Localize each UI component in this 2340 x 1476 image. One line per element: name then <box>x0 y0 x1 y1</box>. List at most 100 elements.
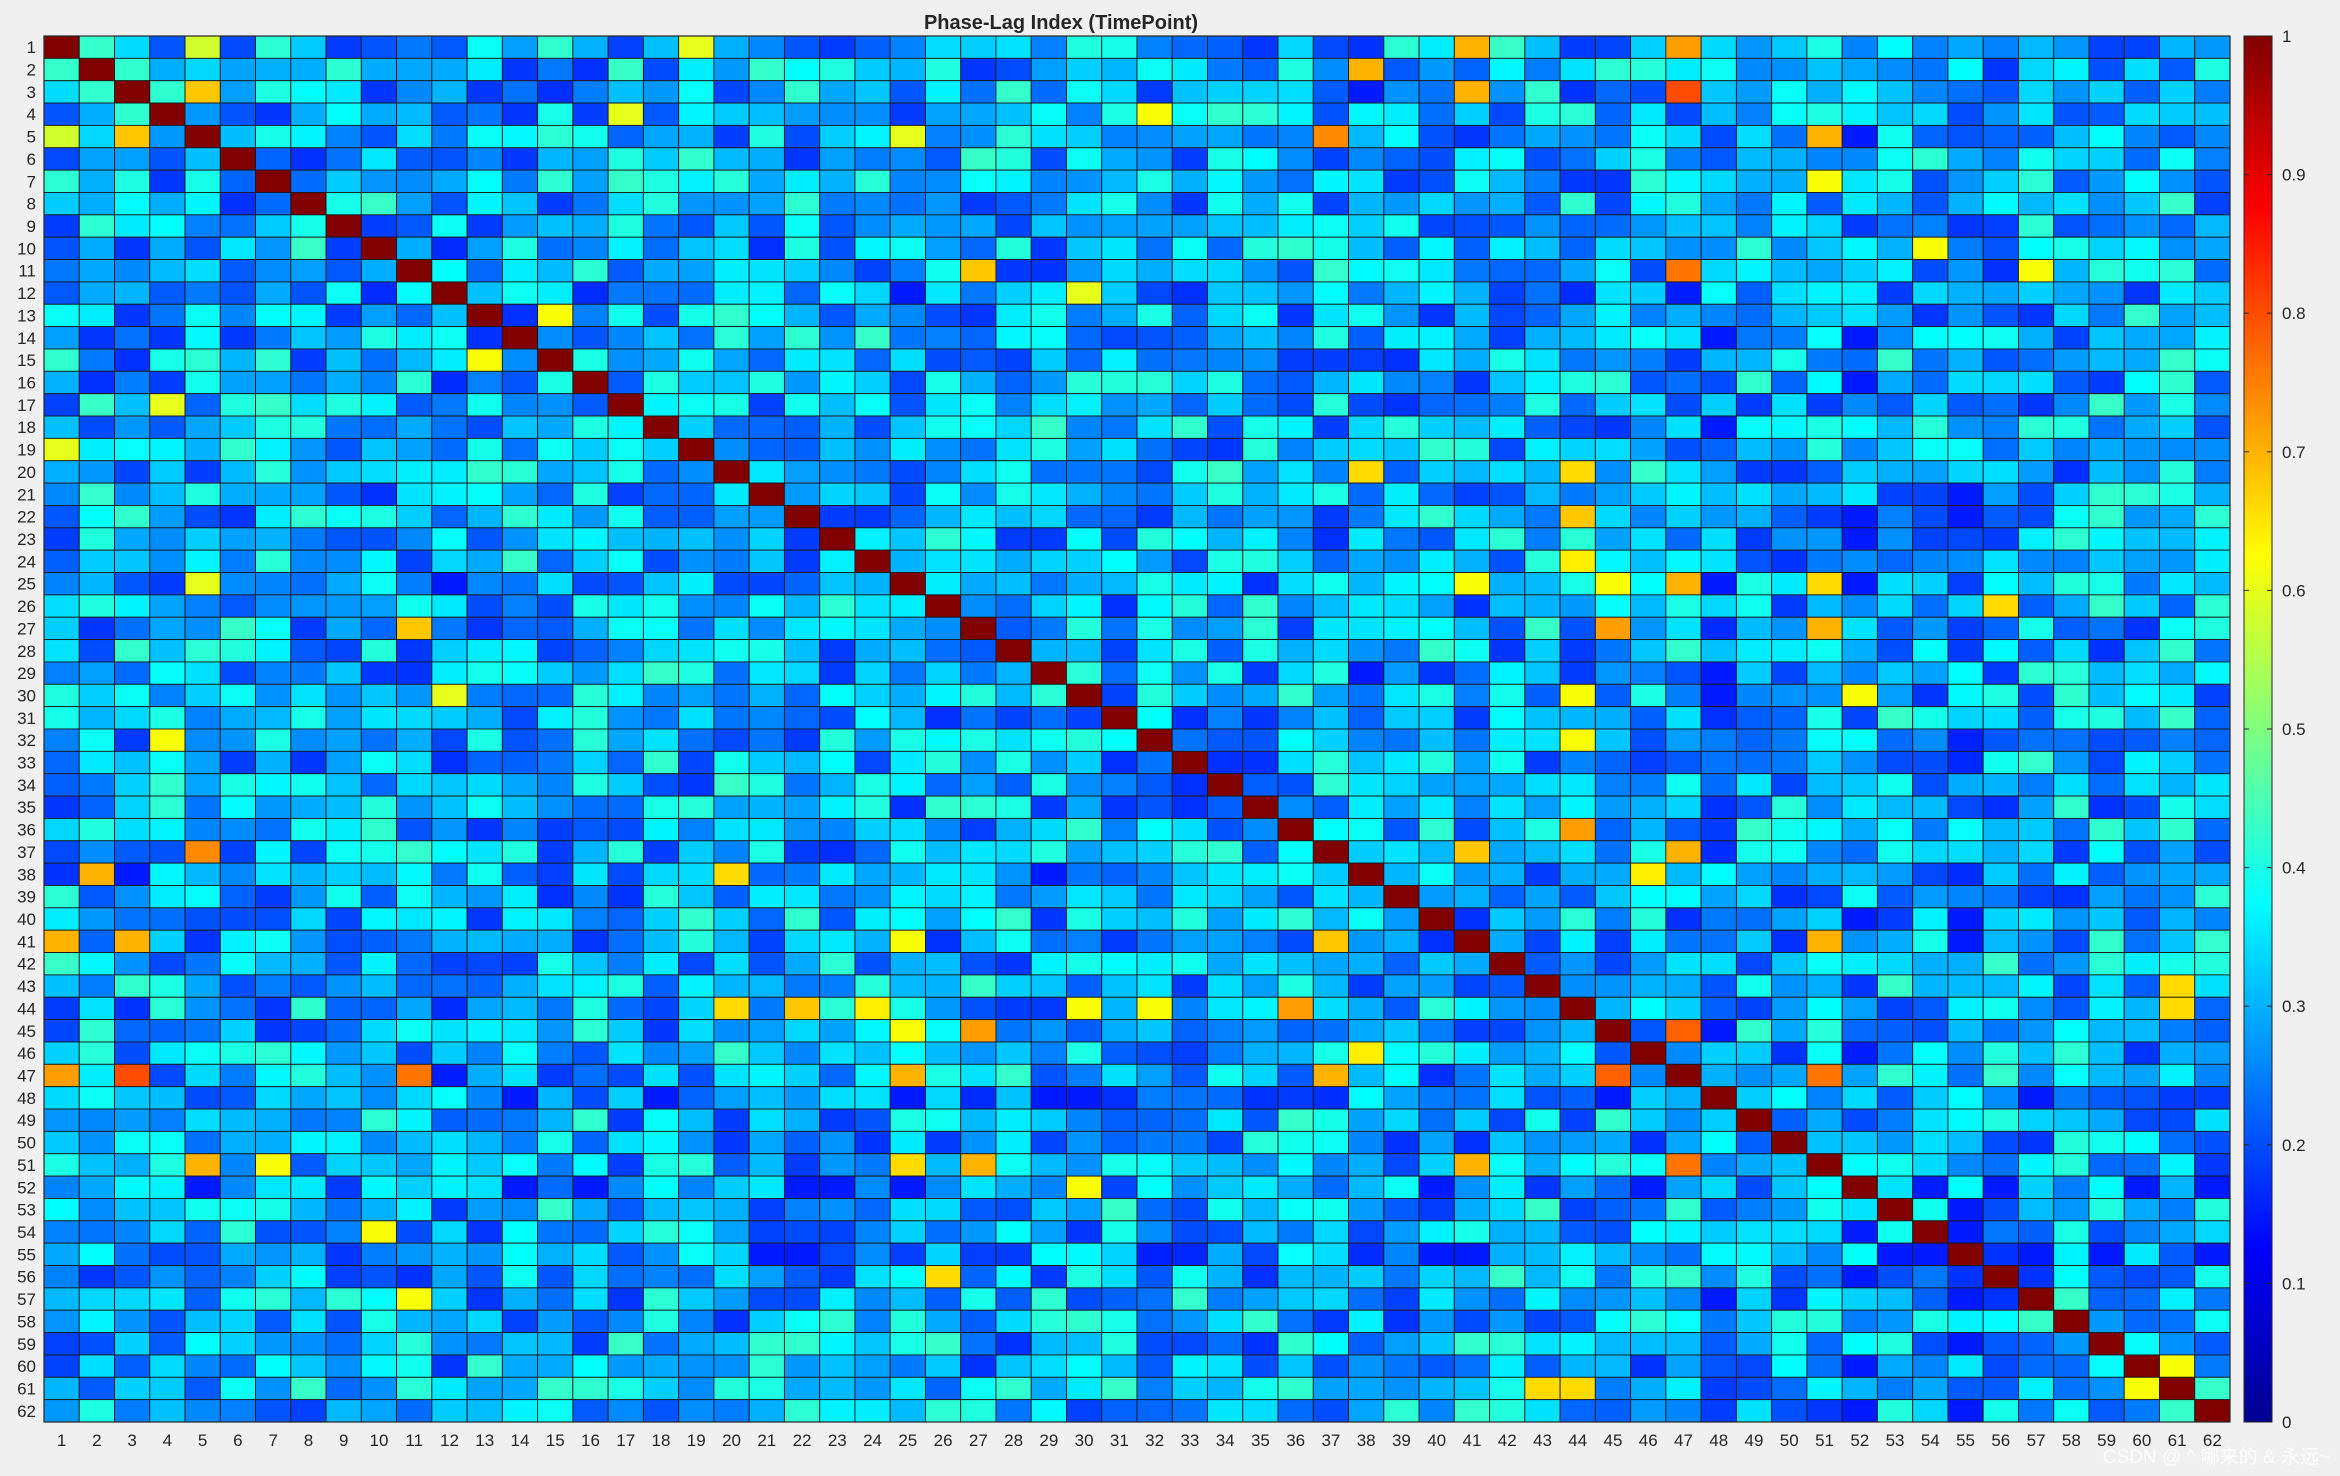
heatmap-cell-42-18 <box>642 952 680 976</box>
heatmap-cell-61-3 <box>114 1376 151 1401</box>
heatmap-cell-55-19 <box>678 1242 715 1266</box>
heatmap-cell-1-23 <box>819 35 856 59</box>
heatmap-cell-28-29 <box>1030 639 1067 663</box>
heatmap-cell-54-38 <box>1348 1220 1385 1244</box>
heatmap-cell-20-9 <box>325 460 362 484</box>
heatmap-cell-40-47 <box>1665 907 1702 931</box>
heatmap-cell-48-24 <box>854 1086 891 1110</box>
x-tick-label: 14 <box>511 1431 530 1450</box>
heatmap-cell-60-12 <box>431 1354 468 1378</box>
heatmap-cell-30-25 <box>889 683 926 708</box>
heatmap-cell-23-16 <box>572 527 609 551</box>
heatmap-cell-61-8 <box>290 1376 327 1401</box>
heatmap-cell-44-1 <box>43 996 80 1021</box>
heatmap-cell-40-43 <box>1524 907 1561 931</box>
heatmap-cell-48-27 <box>960 1086 997 1110</box>
heatmap-cell-20-17 <box>607 460 644 484</box>
heatmap-cell-1-49 <box>1735 35 1773 59</box>
heatmap-cell-46-17 <box>607 1041 644 1065</box>
heatmap-cell-62-14 <box>501 1399 539 1423</box>
heatmap-cell-5-48 <box>1700 124 1737 149</box>
heatmap-cell-32-8 <box>290 728 327 752</box>
heatmap-cell-8-12 <box>431 192 468 216</box>
heatmap-cell-61-25 <box>889 1376 926 1401</box>
heatmap-cell-49-40 <box>1418 1108 1455 1132</box>
heatmap-cell-32-51 <box>1806 728 1843 752</box>
heatmap-cell-20-44 <box>1559 460 1596 484</box>
heatmap-cell-53-18 <box>642 1197 680 1222</box>
heatmap-cell-11-52 <box>1841 259 1878 283</box>
heatmap-cell-41-38 <box>1348 929 1385 953</box>
heatmap-cell-29-8 <box>290 661 327 685</box>
heatmap-cell-41-23 <box>819 929 856 953</box>
heatmap-cells <box>43 35 2231 1423</box>
heatmap-cell-34-41 <box>1453 773 1491 797</box>
heatmap-cell-22-14 <box>501 505 539 529</box>
heatmap-cell-35-21 <box>748 795 785 819</box>
heatmap-cell-43-25 <box>889 974 926 998</box>
x-tick-label: 47 <box>1674 1431 1693 1450</box>
heatmap-cell-56-29 <box>1030 1265 1067 1289</box>
heatmap-cell-3-6 <box>219 80 256 104</box>
heatmap-cell-58-29 <box>1030 1309 1067 1334</box>
heatmap-cell-21-47 <box>1665 482 1702 506</box>
heatmap-cell-51-35 <box>1242 1153 1279 1177</box>
heatmap-cell-60-54 <box>1912 1354 1949 1378</box>
heatmap-cell-20-41 <box>1453 460 1491 484</box>
heatmap-cell-27-5 <box>184 616 221 641</box>
heatmap-cell-34-20 <box>713 773 750 797</box>
heatmap-cell-26-52 <box>1841 594 1878 618</box>
heatmap-cell-47-43 <box>1524 1063 1561 1088</box>
heatmap-cell-18-36 <box>1277 415 1314 439</box>
heatmap-cell-61-23 <box>819 1376 856 1401</box>
heatmap-cell-5-44 <box>1559 124 1596 149</box>
heatmap-cell-29-21 <box>748 661 785 685</box>
heatmap-cell-42-11 <box>396 952 433 976</box>
heatmap-cell-37-1 <box>43 840 80 864</box>
heatmap-cell-32-22 <box>783 728 821 752</box>
heatmap-cell-24-34 <box>1207 549 1244 573</box>
heatmap-cell-29-40 <box>1418 661 1455 685</box>
heatmap-cell-3-53 <box>1876 80 1914 104</box>
heatmap-cell-41-58 <box>2053 929 2090 953</box>
heatmap-cell-57-37 <box>1312 1287 1350 1311</box>
heatmap-cell-18-42 <box>1489 415 1526 439</box>
heatmap-cell-55-22 <box>783 1242 821 1266</box>
heatmap-cell-25-50 <box>1771 572 1808 596</box>
heatmap-cell-10-23 <box>819 236 856 260</box>
heatmap-cell-4-26 <box>925 102 962 126</box>
heatmap-cell-56-18 <box>642 1265 680 1289</box>
heatmap-cell-43-7 <box>255 974 292 998</box>
heatmap-cell-49-25 <box>889 1108 926 1132</box>
heatmap-cell-39-26 <box>925 885 962 909</box>
heatmap-cell-39-3 <box>114 885 151 909</box>
heatmap-cell-22-40 <box>1418 505 1455 529</box>
heatmap-cell-1-6 <box>219 35 256 59</box>
heatmap-cell-10-14 <box>501 236 539 260</box>
heatmap-cell-49-48 <box>1700 1108 1737 1132</box>
heatmap-cell-54-6 <box>219 1220 256 1244</box>
heatmap-cell-23-26 <box>925 527 962 551</box>
heatmap-cell-33-57 <box>2017 750 2055 775</box>
heatmap-cell-6-51 <box>1806 147 1843 171</box>
heatmap-cell-44-62 <box>2194 996 2231 1021</box>
heatmap-cell-12-15 <box>537 281 574 305</box>
heatmap-cell-51-6 <box>219 1153 256 1177</box>
heatmap-cell-28-37 <box>1312 639 1350 663</box>
heatmap-cell-51-24 <box>854 1153 891 1177</box>
heatmap-cell-51-29 <box>1030 1153 1067 1177</box>
heatmap-cell-49-16 <box>572 1108 609 1132</box>
y-tick-label: 44 <box>17 999 36 1018</box>
heatmap-cell-19-35 <box>1242 437 1279 462</box>
heatmap-cell-7-7 <box>255 169 292 193</box>
heatmap-cell-32-32 <box>1136 728 1173 752</box>
heatmap-cell-3-38 <box>1348 80 1385 104</box>
heatmap-cell-13-11 <box>396 303 433 328</box>
heatmap-cell-4-19 <box>678 102 715 126</box>
heatmap-cell-33-7 <box>255 750 292 775</box>
heatmap-cell-62-9 <box>325 1399 362 1423</box>
heatmap-cell-15-45 <box>1594 348 1632 372</box>
heatmap-cell-27-60 <box>2123 616 2160 641</box>
heatmap-cell-36-12 <box>431 817 468 842</box>
heatmap-cell-26-27 <box>960 594 997 618</box>
